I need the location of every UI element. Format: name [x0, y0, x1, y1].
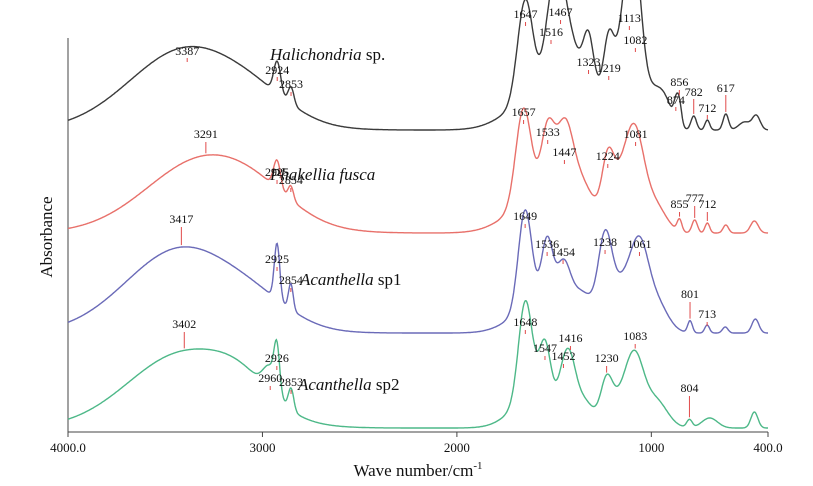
peak-label: 1230 — [595, 351, 619, 365]
peak-label: 617 — [717, 81, 735, 95]
peak-label: 1219 — [597, 61, 621, 75]
peak-label: 2853 — [279, 375, 303, 389]
series-name: Halichondria sp. — [269, 45, 385, 64]
peak-label: 1657 — [512, 105, 536, 119]
x-axis-label: Wave number/cm-1 — [353, 460, 482, 480]
series-name-suffix: sp1 — [374, 270, 402, 289]
series-line — [67, 299, 768, 429]
peak-label: 1647 — [514, 7, 538, 21]
series-name-italic: Acanthella — [299, 270, 374, 289]
peak-label: 2925 — [265, 252, 289, 266]
peak-label: 713 — [698, 307, 716, 321]
peak-label: 1323 — [577, 55, 601, 69]
peak-label: 1454 — [551, 245, 575, 259]
peak-label: 1238 — [593, 235, 617, 249]
peak-label: 3417 — [169, 212, 193, 226]
series-line — [67, 208, 768, 334]
x-ticks: 4000.0 3000 2000 1000 400.0 — [50, 432, 783, 455]
peak-label: 874 — [667, 93, 685, 107]
peak-label: 1649 — [513, 209, 537, 223]
peak-label: 1447 — [552, 145, 576, 159]
peak-label: 801 — [681, 287, 699, 301]
x-tick-label: 1000 — [638, 440, 664, 455]
peak-label: 804 — [680, 381, 698, 395]
peak-label: 1467 — [549, 5, 573, 19]
peak-label: 1224 — [596, 149, 620, 163]
peak-label: 777 — [686, 191, 704, 205]
peak-label: 2960 — [258, 371, 282, 385]
peak-label: 2853 — [279, 77, 303, 91]
series-line — [67, 107, 769, 234]
peak-label: 1061 — [627, 237, 651, 251]
peak-label: 3402 — [172, 317, 196, 331]
peak-label: 1081 — [624, 127, 648, 141]
peak-label: 712 — [698, 197, 716, 211]
x-tick-label: 2000 — [444, 440, 470, 455]
series-name-italic: Phakellia fusca — [269, 165, 375, 184]
peak-label: 2926 — [265, 351, 289, 365]
spectra — [67, 0, 769, 429]
x-axis-label-main: Wave number/cm — [353, 461, 473, 480]
series-name: Phakellia fusca — [269, 165, 375, 184]
series-name-italic: Halichondria — [269, 45, 362, 64]
x-tick-label: 4000.0 — [50, 440, 86, 455]
series-name-suffix: sp2 — [372, 375, 400, 394]
y-axis-label: Absorbance — [37, 196, 56, 277]
peak-label: 3291 — [194, 127, 218, 141]
peak-label: 3387 — [175, 44, 199, 58]
peak-label: 1533 — [536, 125, 560, 139]
peak-label: 1452 — [551, 349, 575, 363]
peak-label: 1113 — [618, 11, 641, 25]
series-line — [67, 0, 769, 131]
x-axis-label-superscript: -1 — [473, 460, 482, 472]
peak-label: 1648 — [513, 315, 537, 329]
peak-label: 1416 — [558, 331, 582, 345]
series-name-italic: Acanthella — [297, 375, 372, 394]
peak-label: 1536 — [535, 237, 559, 251]
peak-label: 856 — [670, 75, 688, 89]
peak-label: 2924 — [265, 63, 289, 77]
peak-label: 2854 — [279, 273, 303, 287]
peak-label: 1082 — [623, 33, 647, 47]
peak-label: 2854 — [279, 173, 303, 187]
peak-labels: 3387292428531647151614671323121911131082… — [169, 5, 735, 418]
x-tick-label: 3000 — [249, 440, 275, 455]
x-tick-label: 400.0 — [753, 440, 782, 455]
axes — [67, 38, 768, 433]
peak-label: 2925 — [265, 165, 289, 179]
series-name: Acanthella sp2 — [297, 375, 400, 394]
peak-label: 1083 — [623, 329, 647, 343]
series-names: Halichondria sp. Phakellia fusca Acanthell… — [269, 45, 402, 394]
peak-label: 712 — [698, 101, 716, 115]
peak-label: 782 — [685, 85, 703, 99]
peak-label: 1547 — [533, 341, 557, 355]
peak-label: 855 — [671, 197, 689, 211]
peak-label: 1516 — [539, 25, 563, 39]
series-name: Acanthella sp1 — [299, 270, 402, 289]
series-name-suffix: sp. — [362, 45, 386, 64]
